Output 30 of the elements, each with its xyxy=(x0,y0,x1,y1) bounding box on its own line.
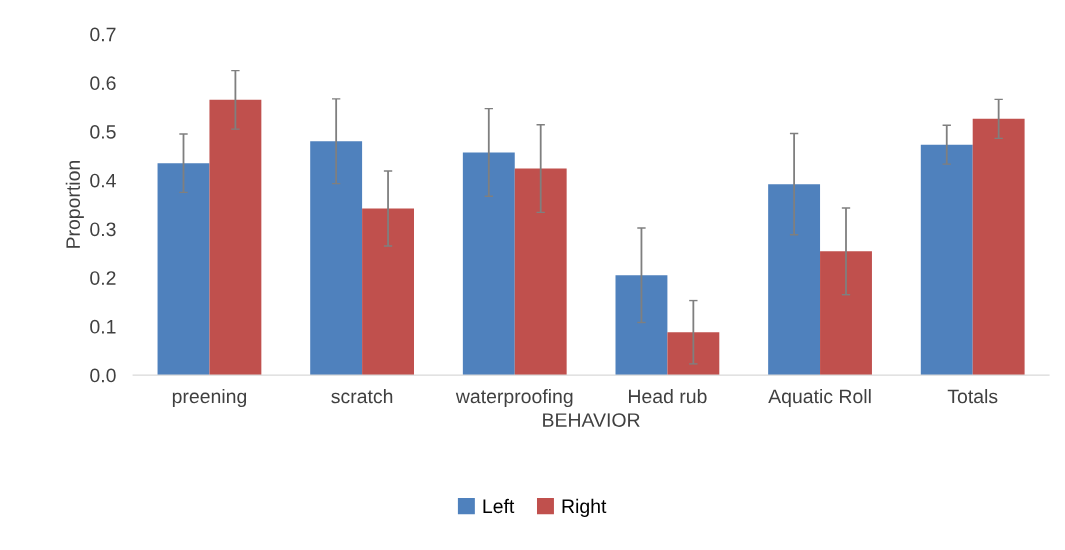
bar xyxy=(514,168,567,376)
x-tick-label: Head rub xyxy=(629,388,707,404)
y-tick-label: 0.6 xyxy=(90,76,116,91)
x-tick-label: preening xyxy=(172,388,247,408)
x-tick-label: waterproofing xyxy=(455,388,573,408)
x-tick-label: scratch xyxy=(331,388,393,404)
bar xyxy=(972,118,1025,376)
y-tick-label: 0.1 xyxy=(90,319,116,334)
bar xyxy=(667,332,720,376)
y-tick-label: 0.7 xyxy=(90,27,116,42)
legend-label: Left xyxy=(483,498,515,514)
legend-label: Right xyxy=(562,498,607,517)
bar xyxy=(362,208,414,376)
bar xyxy=(920,144,973,376)
y-axis-title: Proportion xyxy=(65,161,84,248)
bar xyxy=(768,184,821,376)
bar xyxy=(462,152,515,376)
x-tick-label: Aquatic Roll xyxy=(768,388,871,408)
y-tick-label: 0.2 xyxy=(90,271,116,285)
bar xyxy=(310,141,363,376)
y-tick-label: 0.5 xyxy=(90,125,116,139)
bar xyxy=(157,163,210,376)
bar xyxy=(615,275,668,376)
bar xyxy=(209,99,262,376)
y-tick-label: 0.0 xyxy=(90,368,116,383)
y-tick-label: 0.4 xyxy=(90,173,116,188)
x-axis-title: BEHAVIOR xyxy=(543,413,640,427)
bar xyxy=(820,251,872,376)
x-tick-label: Totals xyxy=(947,388,998,404)
y-tick-label: 0.3 xyxy=(90,222,116,237)
